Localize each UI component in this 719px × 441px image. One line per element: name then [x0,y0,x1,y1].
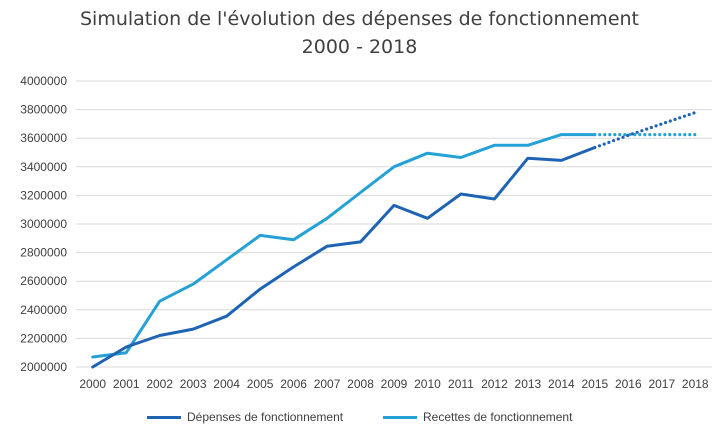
x-tick-label: 2009 [381,377,408,391]
y-tick-label: 3200000 [20,188,67,202]
y-tick-label: 2600000 [20,274,67,288]
x-tick-label: 2016 [615,377,642,391]
x-tick-label: 2012 [481,377,508,391]
gridlines [76,80,712,368]
chart-subtitle: 2000 - 2018 [301,36,418,58]
x-axis-ticks: 2000 2001 2002 2003 2004 2005 2006 2007 2008 2009… [79,377,709,391]
legend-item-depenses: Dépenses de fonctionnement [147,410,343,424]
y-axis-ticks: 4000000 3800000 3600000 3400000 3200000 30000… [20,74,67,374]
series-projection-depenses [593,110,697,150]
x-tick-label: 2013 [515,377,542,391]
y-tick-label: 2200000 [20,331,67,345]
x-tick-label: 2007 [314,377,341,391]
y-tick-label: 3000000 [20,217,67,231]
x-tick-label: 2017 [648,377,675,391]
x-tick-label: 2014 [548,377,575,391]
x-tick-label: 2018 [682,377,709,391]
chart-title: Simulation de l'évolution des dépenses d… [79,8,639,30]
series-line-recettes [91,133,597,359]
legend-swatch-recettes [383,415,417,419]
x-tick-label: 2008 [347,377,374,391]
y-tick-label: 2400000 [20,303,67,317]
x-tick-label: 2005 [247,377,274,391]
x-tick-label: 2015 [581,377,608,391]
legend-label-depenses: Dépenses de fonctionnement [187,410,344,424]
x-tick-label: 2004 [213,377,240,391]
x-tick-label: 2000 [79,377,106,391]
x-tick-label: 2011 [448,377,474,391]
y-tick-label: 2000000 [20,360,67,374]
y-tick-label: 4000000 [20,74,67,88]
x-tick-label: 2010 [414,377,441,391]
legend-swatch-depenses [147,415,181,419]
legend-item-recettes: Recettes de fonctionnement [383,410,572,424]
series-lines [91,110,697,369]
x-tick-label: 2001 [113,377,140,391]
legend-label-recettes: Recettes de fonctionnement [423,410,573,424]
y-tick-label: 3800000 [20,103,67,117]
y-tick-label: 3600000 [20,131,67,145]
y-tick-label: 3400000 [20,160,67,174]
series-line-depenses [91,146,597,369]
x-tick-label: 2002 [146,377,173,391]
x-tick-label: 2003 [180,377,207,391]
x-tick-label: 2006 [280,377,307,391]
y-tick-label: 2800000 [20,246,67,260]
